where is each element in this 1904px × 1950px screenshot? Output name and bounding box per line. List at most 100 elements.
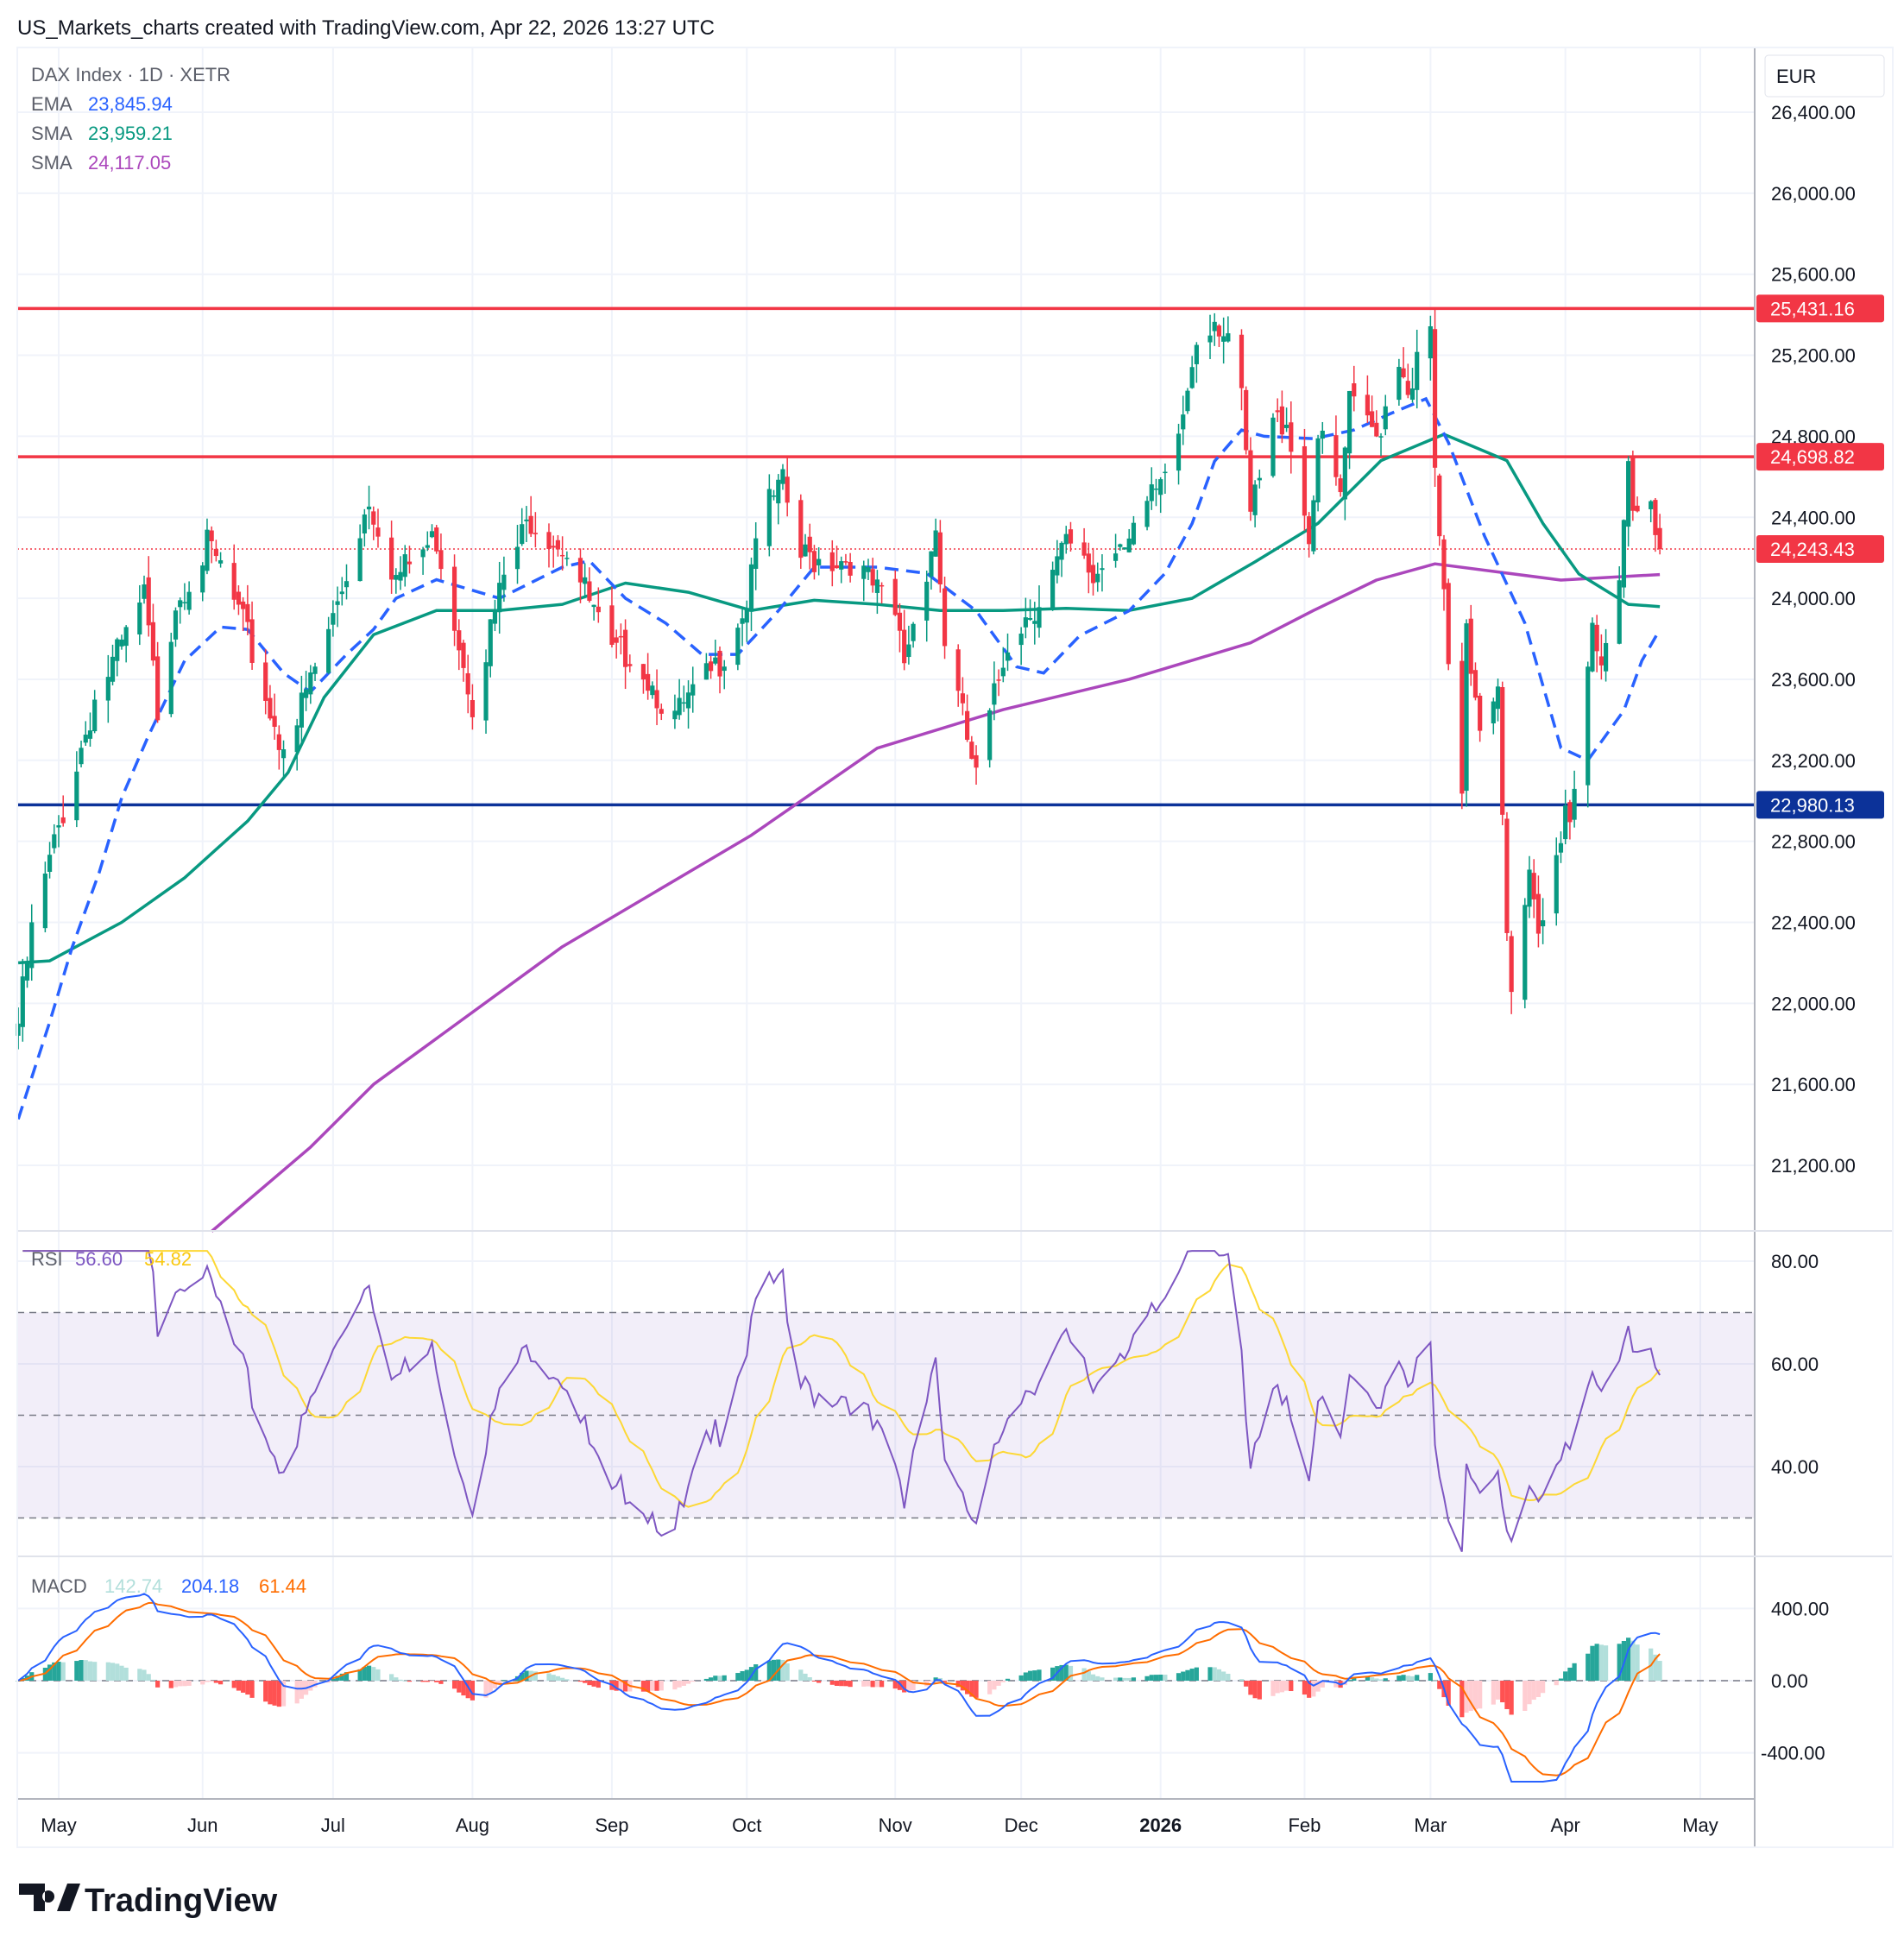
legend-macd-label: MACD [31,1575,87,1597]
candle-body [119,639,124,647]
macd-histogram-bar [560,1677,565,1681]
candle-body [1495,686,1501,710]
candle-body [497,583,502,613]
candle-body [1346,390,1352,454]
rsi-tick-label: 60.00 [1771,1354,1819,1375]
candle-body [740,618,745,624]
macd-pane [16,1593,1755,1783]
macd-histogram-bar [1018,1675,1024,1681]
candle-body [420,549,426,558]
macd-histogram-bar [294,1681,299,1704]
candle-body [555,540,561,550]
candle-body [1437,475,1442,537]
macd-histogram-bar [902,1681,907,1693]
legend-macd-signal-value: 61.44 [259,1575,306,1597]
candle-body [1649,501,1654,509]
price-label-text: 24,698.82 [1770,446,1855,468]
candle-body [1432,329,1438,468]
macd-histogram-bar [1027,1670,1033,1681]
candle-body [546,532,552,549]
candle-body [974,754,979,768]
candle-body [339,591,344,595]
candle-body [1050,570,1056,610]
candle-body [1248,450,1253,512]
ema-line [16,396,1661,1120]
macd-histogram-bar [451,1681,457,1689]
candle-body [1460,660,1465,794]
macd-histogram-bar [488,1681,493,1693]
candle-body [1118,544,1123,547]
candle-body [1163,471,1168,474]
candle-body [902,629,907,664]
macd-histogram-bar [1221,1671,1226,1681]
candle-body [748,564,754,612]
macd-histogram-bar [839,1681,844,1687]
macd-histogram-bar [1320,1681,1325,1688]
macd-histogram-bar [1000,1681,1006,1682]
candle-body [16,1023,21,1036]
macd-histogram-bar [942,1681,948,1682]
candle-body [1405,381,1410,395]
candle-body [933,530,938,557]
price-tick-label: 22,400.00 [1771,912,1856,934]
time-tick-label: Mar [1414,1814,1447,1836]
candle-body [650,685,655,696]
rsi-tick-label: 40.00 [1771,1456,1819,1478]
candle-body [514,546,520,570]
macd-histogram-bar [564,1679,570,1681]
candle-body [1523,905,1528,1000]
candle-body [1023,617,1028,628]
macd-histogram-bar [879,1681,885,1688]
time-tick-label: Jul [321,1814,345,1836]
macd-histogram-bar [811,1681,817,1682]
macd-histogram-bar [231,1681,236,1688]
candle-body [268,697,273,719]
macd-tick-label: 400.00 [1771,1598,1829,1619]
candle-body [1320,430,1325,439]
price-tick-label: 22,800.00 [1771,831,1856,853]
macd-histogram-bar [155,1681,161,1688]
candle-body [897,612,903,631]
macd-histogram-bar [1491,1681,1496,1705]
legend-macd-hist-value: 142.74 [104,1575,162,1597]
candle-body [955,649,961,691]
price-tick-label: 24,400.00 [1771,507,1856,528]
macd-histogram-bar [1653,1654,1658,1681]
macd-histogram-bar [1617,1644,1622,1681]
rsi-band [17,1311,1755,1519]
candle-body [1590,622,1595,672]
macd-histogram-bar [992,1681,997,1690]
macd-histogram-bar [1289,1681,1294,1692]
macd-histogram-bar [520,1672,525,1681]
macd-histogram-bar [92,1662,98,1681]
candle-body [622,629,628,667]
macd-histogram-bar [47,1664,53,1681]
tradingview-logo[interactable]: TradingView [19,1883,278,1919]
macd-histogram-bar [497,1681,502,1684]
macd-histogram-bar [142,1669,147,1681]
macd-histogram-bar [200,1681,205,1685]
macd-histogram-bar [713,1675,718,1681]
macd-signal-line [17,1601,1661,1776]
candle-body [178,600,183,608]
macd-histogram-bar [816,1681,822,1683]
currency-box[interactable] [1764,54,1885,98]
macd-histogram-bar [708,1677,714,1681]
price-tick-label: 21,200.00 [1771,1155,1856,1177]
candle-body [371,511,376,525]
candle-body [1018,634,1024,646]
time-tick-label: May [41,1814,77,1836]
candle-body [1131,522,1137,545]
candle-body [357,538,363,582]
macd-histogram-bar [524,1670,529,1681]
macd-histogram-bar [974,1681,979,1698]
macd-histogram-bar [740,1670,745,1681]
candle-body [1144,501,1150,527]
candle-body [996,679,1001,681]
candle-body [483,662,489,721]
candle-body [861,565,867,579]
macd-histogram-bar [492,1681,498,1688]
macd-histogram-bar [1586,1653,1591,1681]
macd-tick-label: 0.00 [1771,1670,1808,1692]
